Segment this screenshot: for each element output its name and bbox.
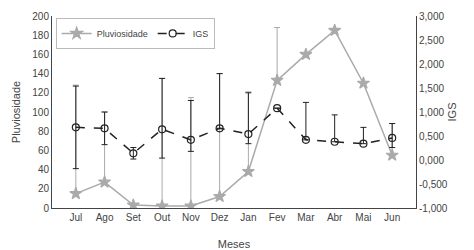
svg-text:Set: Set <box>126 212 141 223</box>
svg-text:1,000: 1,000 <box>419 107 444 118</box>
svg-text:2,000: 2,000 <box>419 59 444 70</box>
svg-text:-1,000: -1,000 <box>419 203 448 214</box>
svg-text:Mar: Mar <box>297 212 315 223</box>
svg-text:200: 200 <box>32 11 49 22</box>
svg-text:Dez: Dez <box>211 212 229 223</box>
svg-text:Jun: Jun <box>384 212 400 223</box>
svg-text:Nov: Nov <box>182 212 200 223</box>
svg-text:180: 180 <box>32 30 49 41</box>
svg-text:Out: Out <box>154 212 170 223</box>
svg-text:0,500: 0,500 <box>419 131 444 142</box>
svg-text:2,500: 2,500 <box>419 35 444 46</box>
svg-text:120: 120 <box>32 87 49 98</box>
svg-text:0,000: 0,000 <box>419 155 444 166</box>
svg-text:20: 20 <box>38 183 50 194</box>
svg-text:-0,500: -0,500 <box>419 179 448 190</box>
svg-text:140: 140 <box>32 68 49 79</box>
svg-text:Jul: Jul <box>69 212 82 223</box>
svg-text:Fev: Fev <box>269 212 286 223</box>
svg-text:Jan: Jan <box>240 212 256 223</box>
svg-text:1,500: 1,500 <box>419 83 444 94</box>
svg-text:3,000: 3,000 <box>419 11 444 22</box>
svg-text:Mai: Mai <box>355 212 371 223</box>
svg-text:IGS: IGS <box>193 29 209 39</box>
svg-text:100: 100 <box>32 107 49 118</box>
svg-text:Meses: Meses <box>218 238 251 250</box>
svg-text:Pluviosidade: Pluviosidade <box>10 81 22 143</box>
svg-text:80: 80 <box>38 126 50 137</box>
svg-text:Ago: Ago <box>96 212 114 223</box>
svg-text:0: 0 <box>43 203 49 214</box>
svg-text:Pluviosidade: Pluviosidade <box>97 29 148 39</box>
svg-text:Abr: Abr <box>327 212 343 223</box>
svg-text:IGS: IGS <box>446 103 458 122</box>
svg-text:60: 60 <box>38 145 50 156</box>
svg-text:160: 160 <box>32 49 49 60</box>
svg-text:40: 40 <box>38 164 50 175</box>
